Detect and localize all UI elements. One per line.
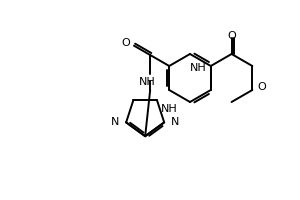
- Text: N: N: [171, 117, 180, 127]
- Text: O: O: [257, 82, 266, 92]
- Text: NH: NH: [190, 63, 207, 73]
- Text: NH: NH: [139, 77, 155, 87]
- Text: N: N: [111, 117, 119, 127]
- Text: O: O: [121, 38, 130, 48]
- Text: NH: NH: [161, 104, 178, 114]
- Text: O: O: [227, 31, 236, 41]
